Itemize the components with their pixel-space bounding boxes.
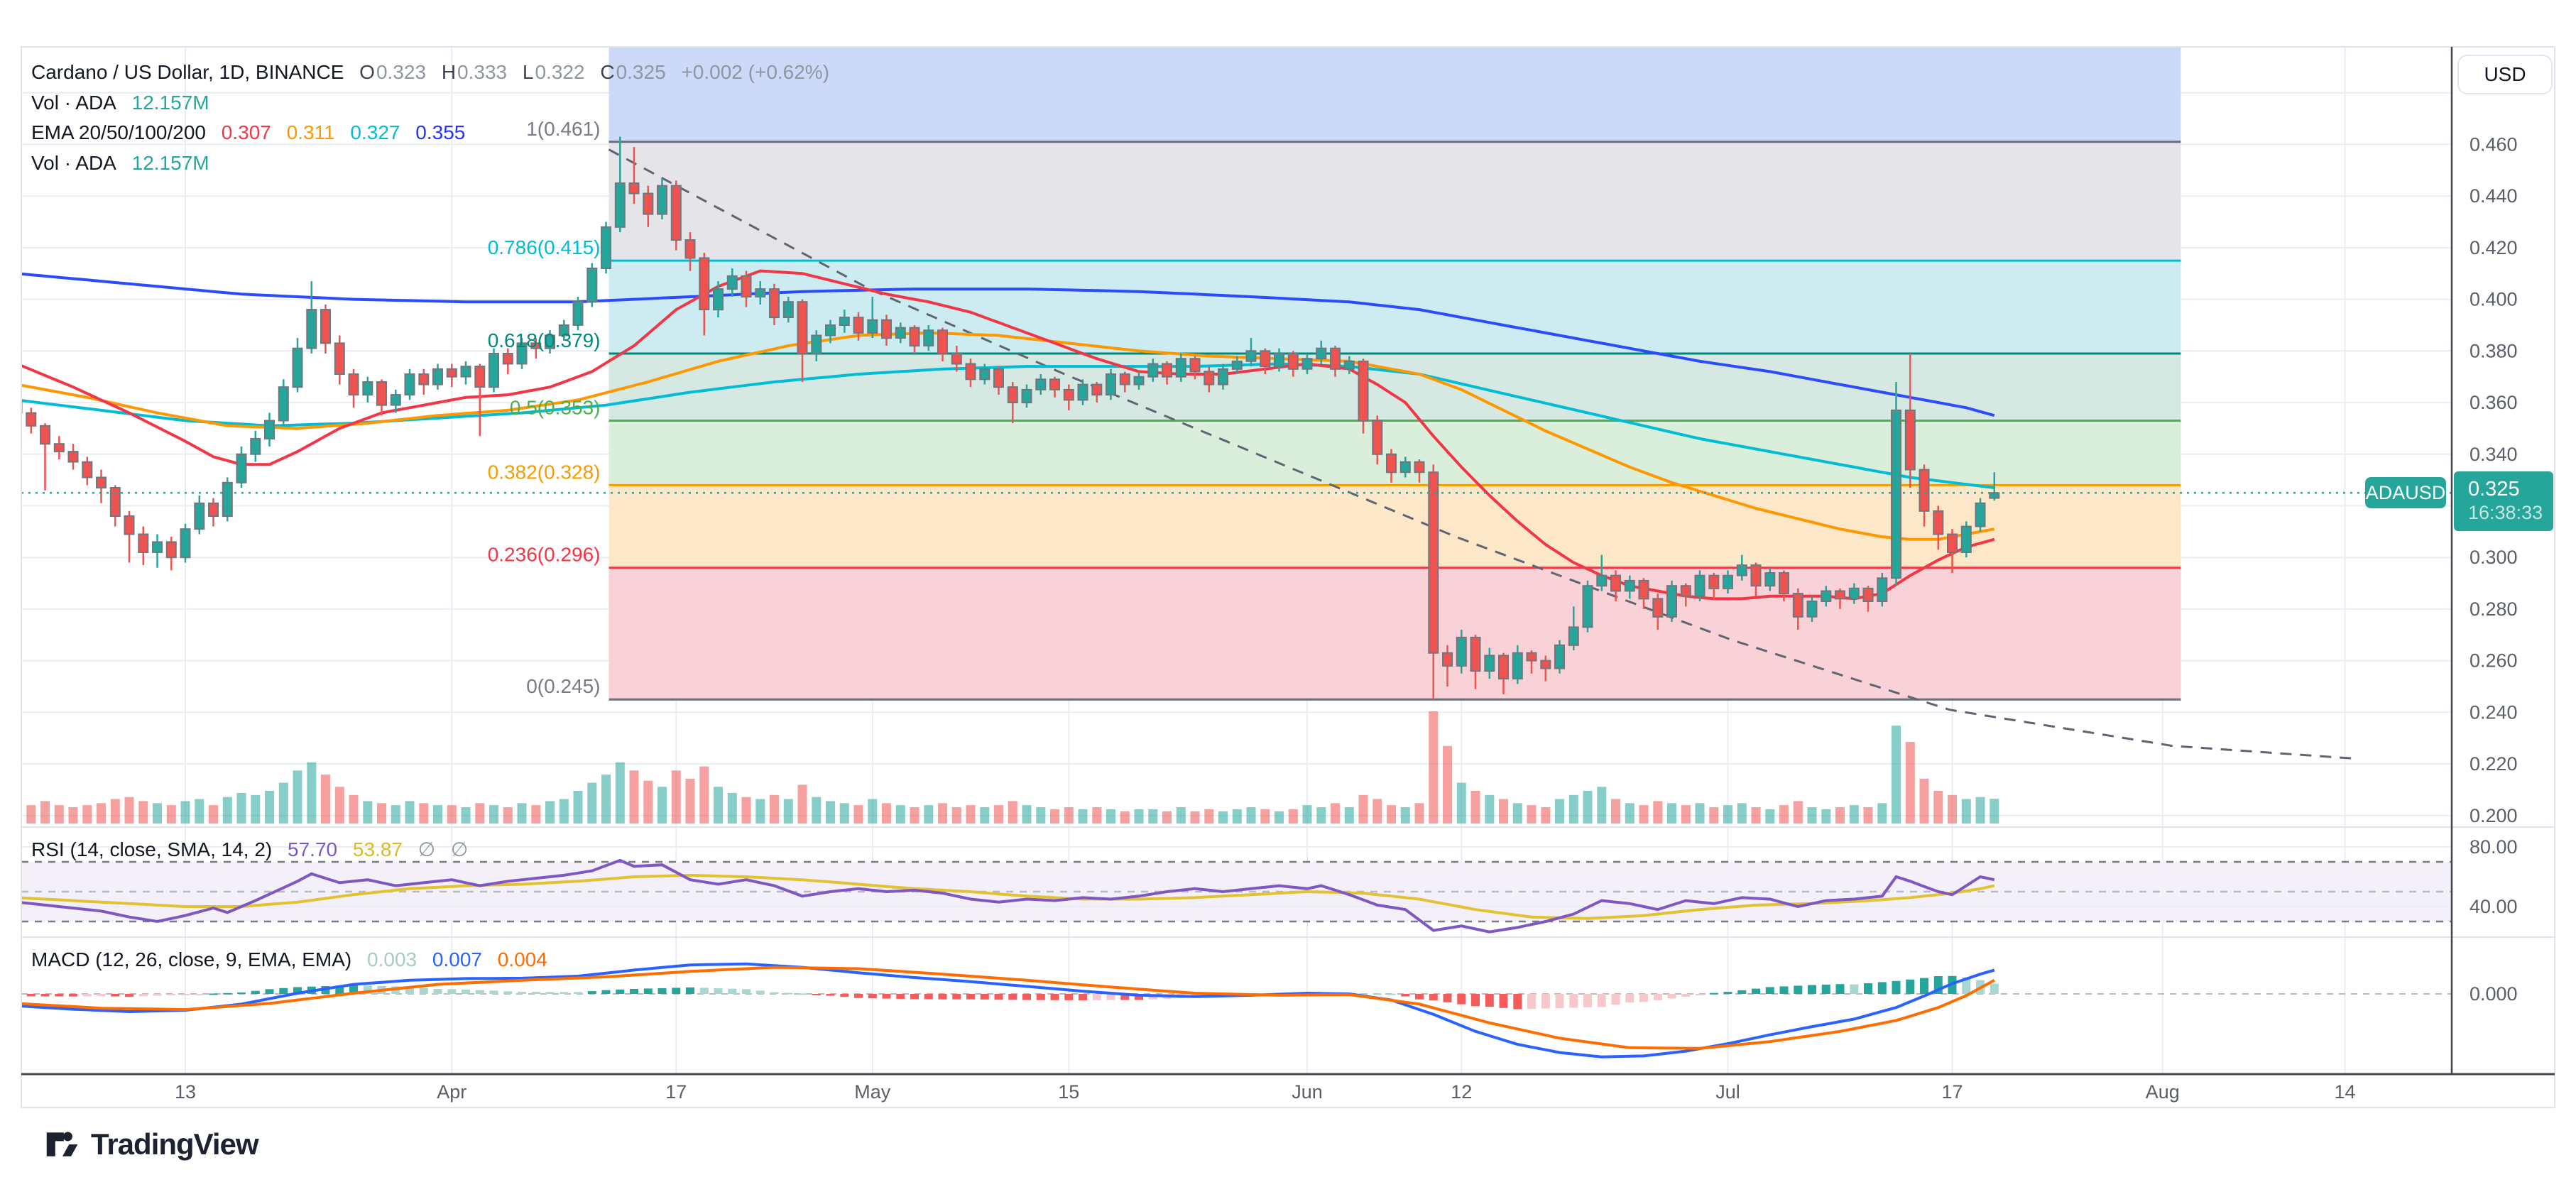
rsi-sma-line xyxy=(21,873,1995,920)
symbol-legend-row[interactable]: Cardano / US Dollar, 1D, BINANCE O0.323 … xyxy=(31,61,839,84)
svg-text:0.382(0.328): 0.382(0.328) xyxy=(488,461,601,483)
current-price-badge: 0.325 16:38:33 xyxy=(2454,471,2553,531)
price-tick-label: 0.440 xyxy=(2469,185,2518,207)
volume-series xyxy=(21,711,1999,824)
fib-retracement-tool[interactable] xyxy=(608,28,2181,701)
tradingview-logo-text: TradingView xyxy=(91,1127,259,1161)
svg-text:0.5(0.353): 0.5(0.353) xyxy=(510,397,601,419)
macd-line xyxy=(21,962,1995,1059)
macd-hist-value: 0.003 xyxy=(367,948,417,970)
rsi-line xyxy=(21,858,1995,934)
ohlc-open-label: O xyxy=(359,61,375,83)
time-tick-label: 14 xyxy=(2334,1081,2355,1103)
tradingview-logo[interactable]: TradingView xyxy=(44,1126,259,1163)
macd-legend-row[interactable]: MACD (12, 26, close, 9, EMA, EMA) 0.003 … xyxy=(31,948,557,971)
ema-label: EMA 20/50/100/200 xyxy=(31,121,206,143)
price-tick-label: 0.200 xyxy=(2469,805,2518,826)
price-axis[interactable]: 0.460 0.440 0.420 0.400 0.380 0.360 0.340 0.300… xyxy=(2469,133,2518,1005)
price-tick-label: 0.280 xyxy=(2469,598,2518,620)
time-tick-label: Jul xyxy=(1715,1081,1740,1103)
time-tick-label: 15 xyxy=(1058,1081,1079,1103)
time-axis[interactable]: 13 Apr 17 May 15 Jun 12 Jul 17 Aug 14 xyxy=(175,1081,2356,1103)
price-tick-label: 0.360 xyxy=(2469,392,2518,413)
ema50-value: 0.311 xyxy=(286,121,335,143)
volume-label: Vol · ADA xyxy=(31,92,116,114)
time-tick-label: Aug xyxy=(2146,1081,2180,1103)
macd-pane xyxy=(21,962,2452,1059)
ema-legend-row[interactable]: EMA 20/50/100/200 0.307 0.311 0.327 0.35… xyxy=(31,121,475,144)
rsi-label: RSI (14, close, SMA, 14, 2) xyxy=(31,838,273,860)
ema-lines xyxy=(21,269,1995,601)
price-tick-label: 0.260 xyxy=(2469,650,2518,672)
rsi-legend-row[interactable]: RSI (14, close, SMA, 14, 2) 57.70 53.87 … xyxy=(31,838,478,861)
macd-label: MACD (12, 26, close, 9, EMA, EMA) xyxy=(31,948,352,970)
ema20-value: 0.307 xyxy=(221,121,271,143)
volume-legend-row-2[interactable]: Vol · ADA 12.157M xyxy=(31,152,219,175)
ohlc-open-value: 0.323 xyxy=(376,61,427,83)
ohlc-change: +0.002 (+0.62%) xyxy=(681,61,830,83)
rsi-empty-2: ∅ xyxy=(450,838,469,860)
ema-20-line xyxy=(21,269,1995,601)
svg-text:0.618(0.379): 0.618(0.379) xyxy=(488,329,601,351)
svg-text:1(0.461): 1(0.461) xyxy=(526,118,600,140)
time-tick-label: Apr xyxy=(437,1081,466,1103)
symbol-title: Cardano / US Dollar, 1D, BINANCE xyxy=(31,61,344,83)
volume-legend-row-1[interactable]: Vol · ADA 12.157M xyxy=(31,92,219,114)
svg-text:0(0.245): 0(0.245) xyxy=(526,675,600,697)
macd-signal-line xyxy=(21,966,1995,1050)
price-tick-label: 0.340 xyxy=(2469,444,2518,465)
descending-trendline[interactable] xyxy=(608,148,2358,760)
fib-level-labels: 1(0.461) 0.786(0.415) 0.618(0.379) 0.5(0.35… xyxy=(488,118,601,697)
price-tick-label: 0.460 xyxy=(2469,133,2518,155)
bar-countdown: 16:38:33 xyxy=(2468,502,2543,523)
macd-line-value: 0.007 xyxy=(432,948,482,970)
ema-200-line xyxy=(21,272,1995,417)
volume-value: 12.157M xyxy=(131,92,209,114)
ohlc-low-label: L xyxy=(522,61,534,83)
time-tick-label: 13 xyxy=(175,1081,196,1103)
rsi-pane xyxy=(21,846,2452,934)
price-tick-label: 0.300 xyxy=(2469,547,2518,568)
chart-widget-border xyxy=(21,46,2555,1108)
ohlc-low-value: 0.322 xyxy=(535,61,585,83)
symbol-price-flag: ADAUSD xyxy=(2365,477,2446,508)
price-tick-label: 0.380 xyxy=(2469,340,2518,361)
price-tick-label: 0.420 xyxy=(2469,237,2518,258)
ema200-value: 0.355 xyxy=(415,121,466,143)
ohlc-close-label: C xyxy=(600,61,615,83)
macd-signal-value: 0.004 xyxy=(497,948,547,970)
macd-tick-label: 0.000 xyxy=(2469,983,2518,1005)
tradingview-logo-icon xyxy=(46,1132,78,1156)
time-tick-label: 12 xyxy=(1451,1081,1472,1103)
ohlc-high-value: 0.333 xyxy=(457,61,508,83)
ohlc-high-label: H xyxy=(441,61,457,83)
price-tick-label: 0.400 xyxy=(2469,289,2518,310)
rsi-tick-label: 80.00 xyxy=(2469,836,2518,858)
rsi-tick-label: 40.00 xyxy=(2469,896,2518,917)
price-tick-label: 0.220 xyxy=(2469,753,2518,775)
ema100-value: 0.327 xyxy=(350,121,400,143)
ohlc-close-value: 0.325 xyxy=(616,61,666,83)
time-tick-label: May xyxy=(854,1081,891,1103)
time-tick-label: Jun xyxy=(1292,1081,1323,1103)
volume-label-2: Vol · ADA xyxy=(31,152,116,174)
rsi-value: 57.70 xyxy=(288,838,338,860)
currency-toggle-button[interactable]: USD xyxy=(2457,55,2553,94)
volume-value-2: 12.157M xyxy=(131,152,209,174)
time-tick-label: 17 xyxy=(1941,1081,1963,1103)
current-price-value: 0.325 xyxy=(2468,478,2520,500)
rsi-empty-1: ∅ xyxy=(417,838,436,860)
candlestick-series xyxy=(21,136,2000,700)
svg-text:0.236(0.296): 0.236(0.296) xyxy=(488,544,601,566)
time-tick-label: 17 xyxy=(665,1081,687,1103)
svg-text:0.786(0.415): 0.786(0.415) xyxy=(488,236,601,258)
rsi-sma-value: 53.87 xyxy=(352,838,403,860)
price-tick-label: 0.240 xyxy=(2469,701,2518,723)
